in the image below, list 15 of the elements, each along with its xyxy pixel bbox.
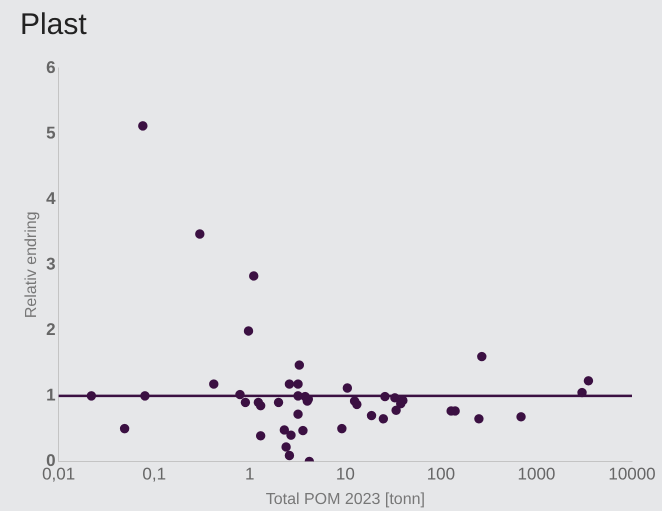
- x-tick-label: 1000: [518, 464, 556, 484]
- y-tick-label: 1: [46, 386, 56, 405]
- x-tick-label: 10000: [608, 464, 656, 484]
- chart-title: Plast: [20, 8, 87, 42]
- x-tick-label: 1: [245, 464, 255, 484]
- y-tick-label: 2: [46, 320, 56, 340]
- y-tick-label: 6: [46, 58, 56, 77]
- x-tick-label: 10: [336, 464, 355, 484]
- x-axis-title: Total POM 2023 [tonn]: [266, 490, 425, 508]
- y-axis-title: Relativ endring: [23, 211, 40, 318]
- x-tick-label: 100: [426, 464, 456, 484]
- y-tick-label: 4: [46, 188, 56, 208]
- y-tick-label: 5: [46, 123, 56, 142]
- y-tick-label: 3: [46, 254, 56, 274]
- x-tick-label: 0,1: [142, 464, 166, 484]
